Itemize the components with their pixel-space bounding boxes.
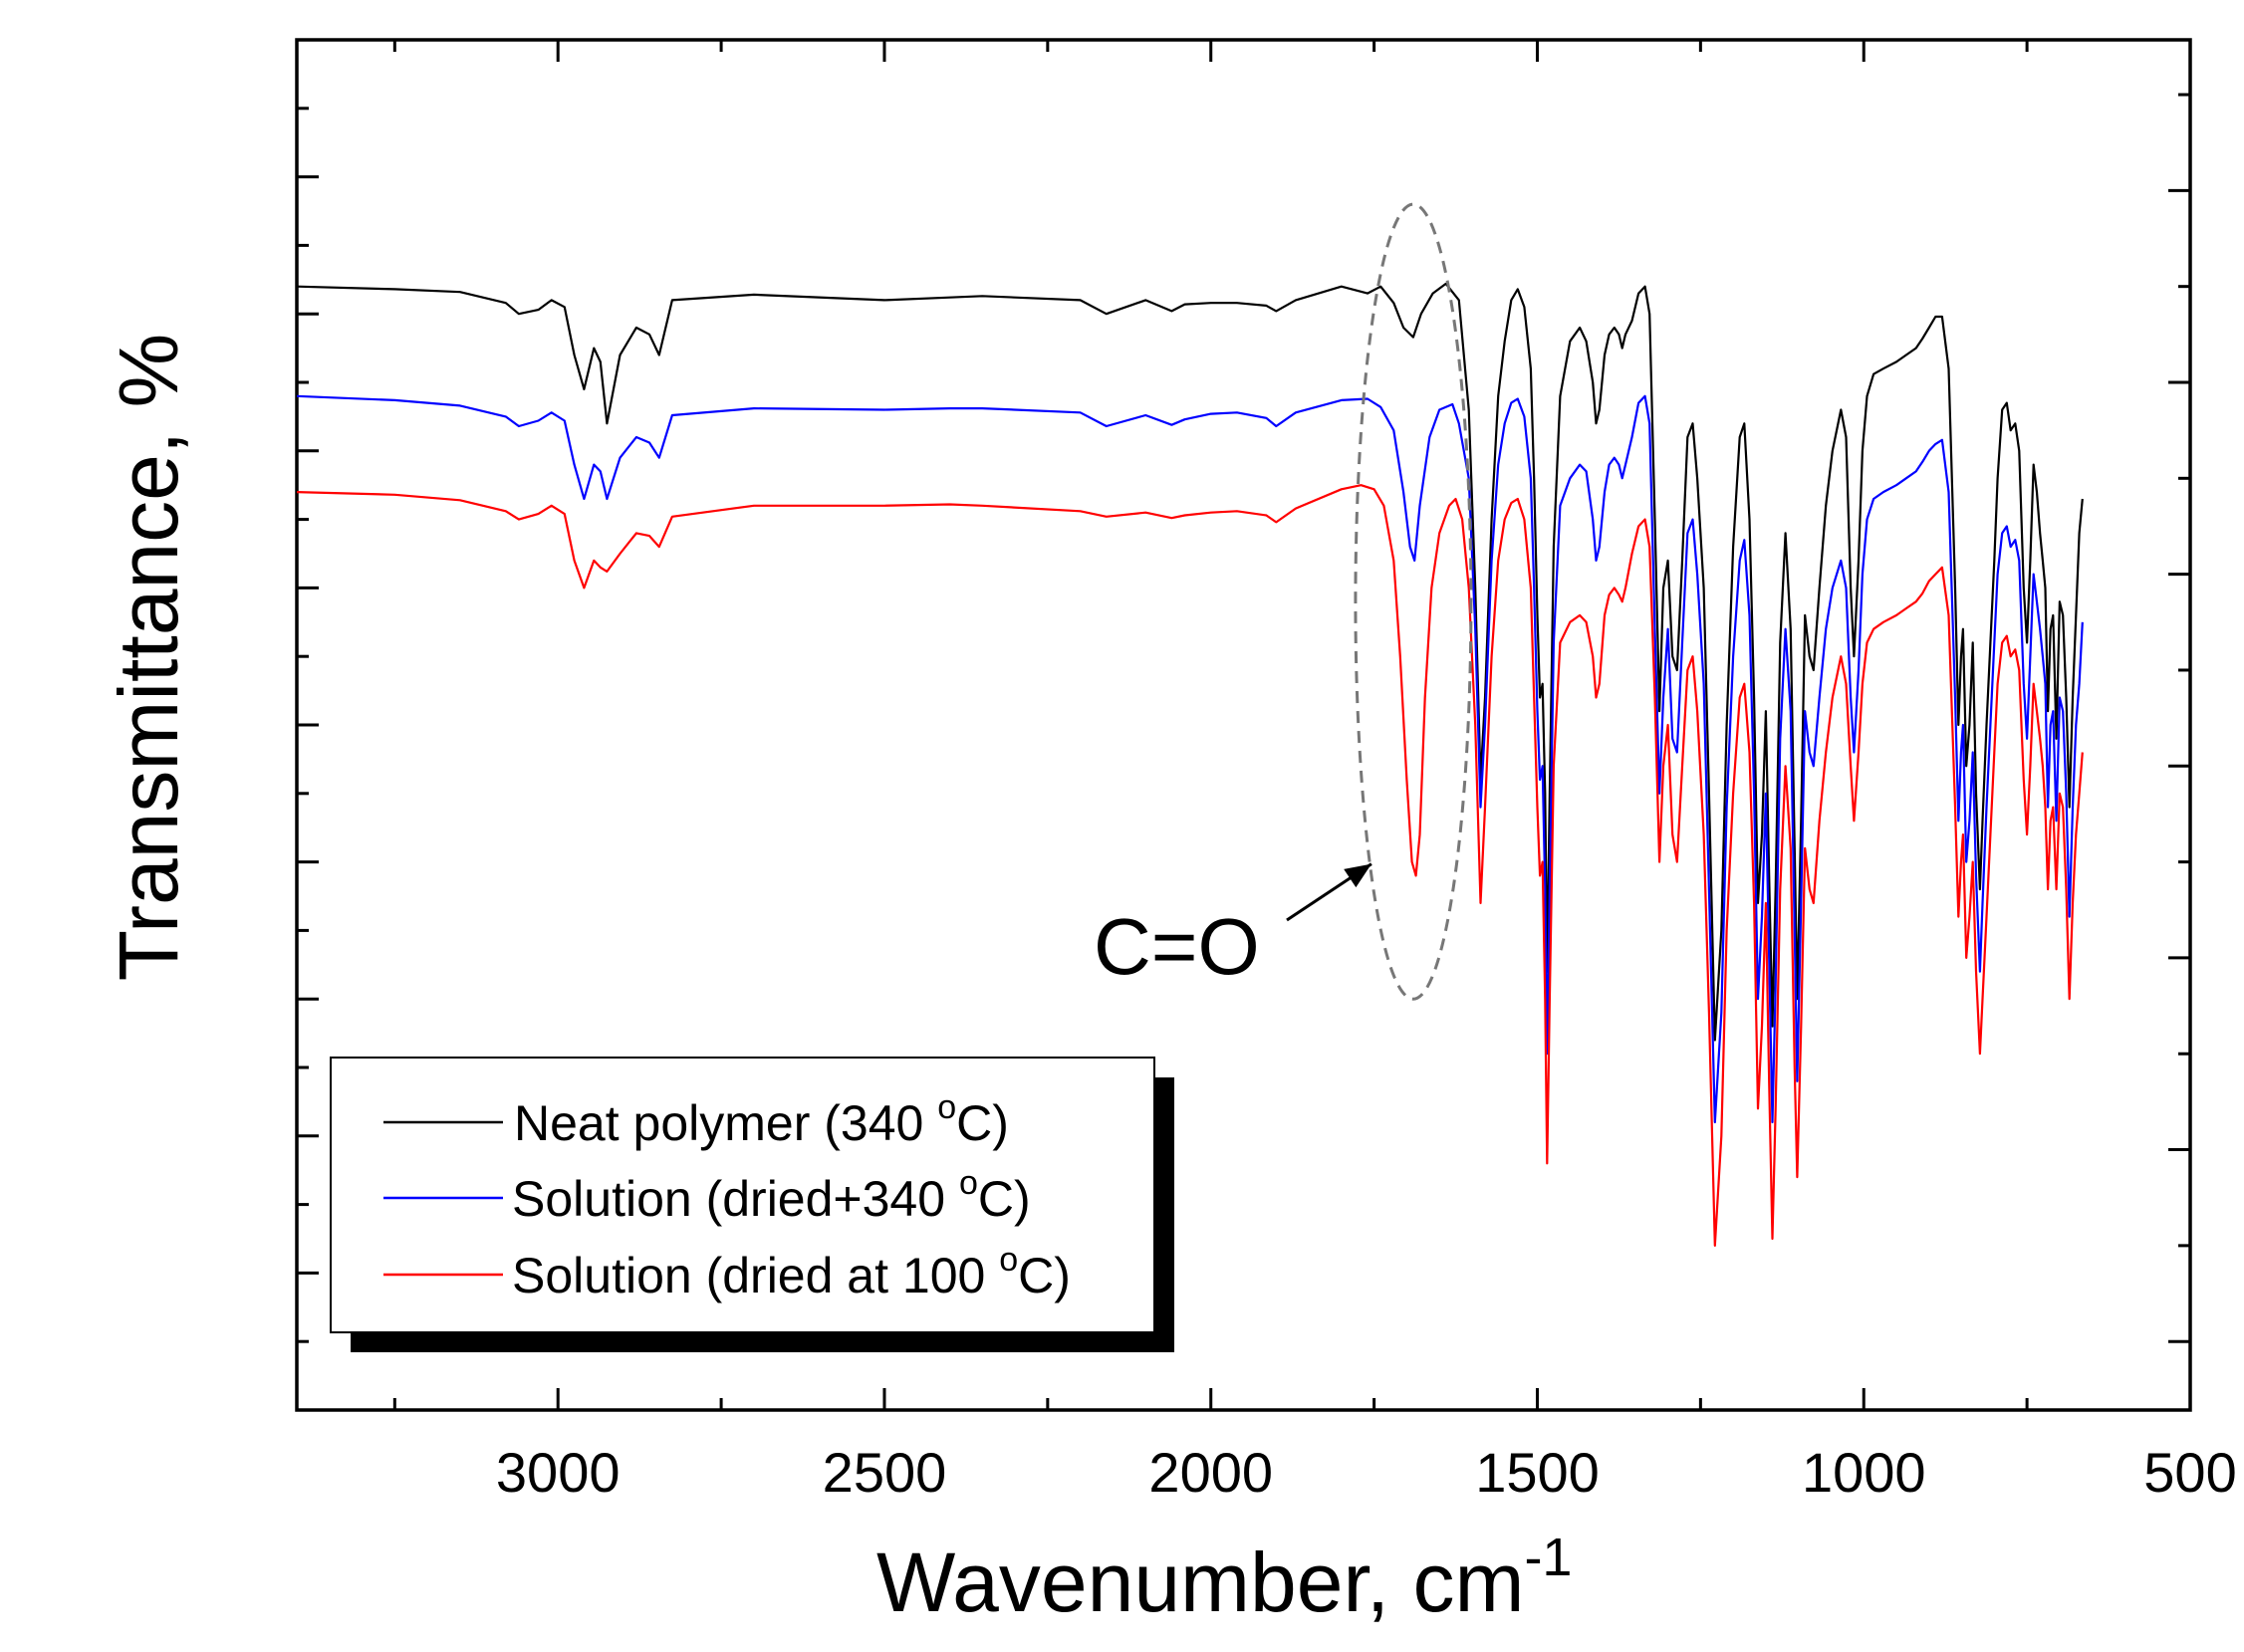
y-axis-ticks — [297, 93, 2190, 1343]
legend-label-solution-340: Solution (dried+340 oC) — [512, 1164, 1031, 1227]
x-axis-title: Wavenumber, cm-1 — [876, 1528, 1572, 1629]
x-tick-label: 2000 — [1148, 1441, 1273, 1504]
x-tick-label: 500 — [2143, 1441, 2236, 1504]
legend-label-solution-100: Solution (dried at 100 oC) — [512, 1241, 1071, 1303]
x-tick-label: 3000 — [496, 1441, 621, 1504]
x-tick-label: 1500 — [1475, 1441, 1600, 1504]
annotation-ellipse — [1354, 202, 1473, 1001]
x-axis-tick-labels: 3000 2500 2000 1500 1000 500 — [496, 1441, 2237, 1504]
series-group — [297, 282, 2084, 1248]
annotation-arrowhead — [1344, 863, 1371, 888]
y-axis-title: Transmittance, % — [102, 334, 195, 981]
annotation-label: C=O — [1094, 902, 1260, 991]
legend-box — [330, 1057, 1155, 1333]
x-tick-label: 2500 — [823, 1441, 947, 1504]
x-axis-ticks — [392, 40, 2192, 1410]
series-line-0 — [297, 282, 2084, 1042]
x-tick-label: 1000 — [1802, 1441, 1926, 1504]
legend-label-neat: Neat polymer (340 oC) — [514, 1088, 1009, 1151]
annotation-carbonyl: C=O — [1094, 202, 1473, 1001]
legend: Neat polymer (340 oC) Solution (dried+34… — [330, 1057, 1174, 1352]
series-line-1 — [297, 394, 2084, 1124]
series-line-2 — [297, 484, 2084, 1248]
